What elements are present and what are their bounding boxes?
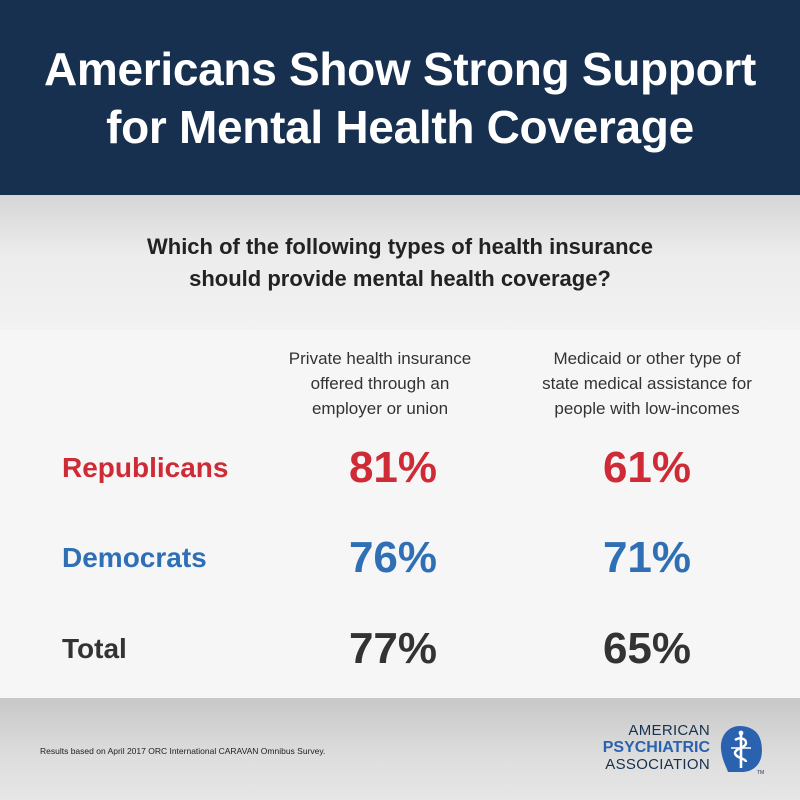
column-header-medicaid: Medicaid or other type of state medical … <box>527 346 767 421</box>
column-header-line: Medicaid or other type of <box>553 349 741 368</box>
column-header-private: Private health insurance offered through… <box>260 346 500 421</box>
row-label-total: Total <box>62 633 127 664</box>
value-democrats-private: 76% <box>348 533 438 582</box>
page-title-line-1: Americans Show Strong Support <box>43 42 757 95</box>
results-table: Private health insurance offered through… <box>0 330 800 698</box>
row-label-democrats: Democrats <box>62 542 207 573</box>
value-total-private: 77% <box>348 624 438 673</box>
logo-line-psychiatric: PSYCHIATRIC <box>602 739 710 756</box>
survey-footnote: Results based on April 2017 ORC Internat… <box>40 746 326 756</box>
footer: Results based on April 2017 ORC Internat… <box>0 698 800 800</box>
apa-logo-text: AMERICAN PSYCHIATRIC ASSOCIATION <box>603 722 710 773</box>
question-line-2: should provide mental health coverage? <box>189 265 611 291</box>
header-banner: Americans Show Strong Support for Mental… <box>0 0 800 195</box>
logo-line-association: ASSOCIATION <box>605 756 710 773</box>
logo-line-american: AMERICAN <box>628 722 710 739</box>
value-total-medicaid: 65% <box>602 624 692 673</box>
apa-seal-icon: TM <box>720 726 764 776</box>
column-header-line: offered through an <box>310 374 450 393</box>
question-band: Which of the following types of health i… <box>0 195 800 330</box>
column-header-line: people with low-incomes <box>554 399 740 418</box>
column-header-line: state medical assistance for <box>542 374 752 393</box>
value-democrats-medicaid: 71% <box>602 533 692 582</box>
column-header-line: Private health insurance <box>288 349 472 368</box>
trademark-mark: TM <box>757 770 764 776</box>
page-title-line-2: for Mental Health Coverage <box>106 100 694 153</box>
column-header-line: employer or union <box>311 399 449 418</box>
row-label-republicans: Republicans <box>62 452 229 483</box>
question-line-1: Which of the following types of health i… <box>146 233 654 259</box>
value-republicans-private: 81% <box>348 443 438 492</box>
value-republicans-medicaid: 61% <box>602 443 692 492</box>
